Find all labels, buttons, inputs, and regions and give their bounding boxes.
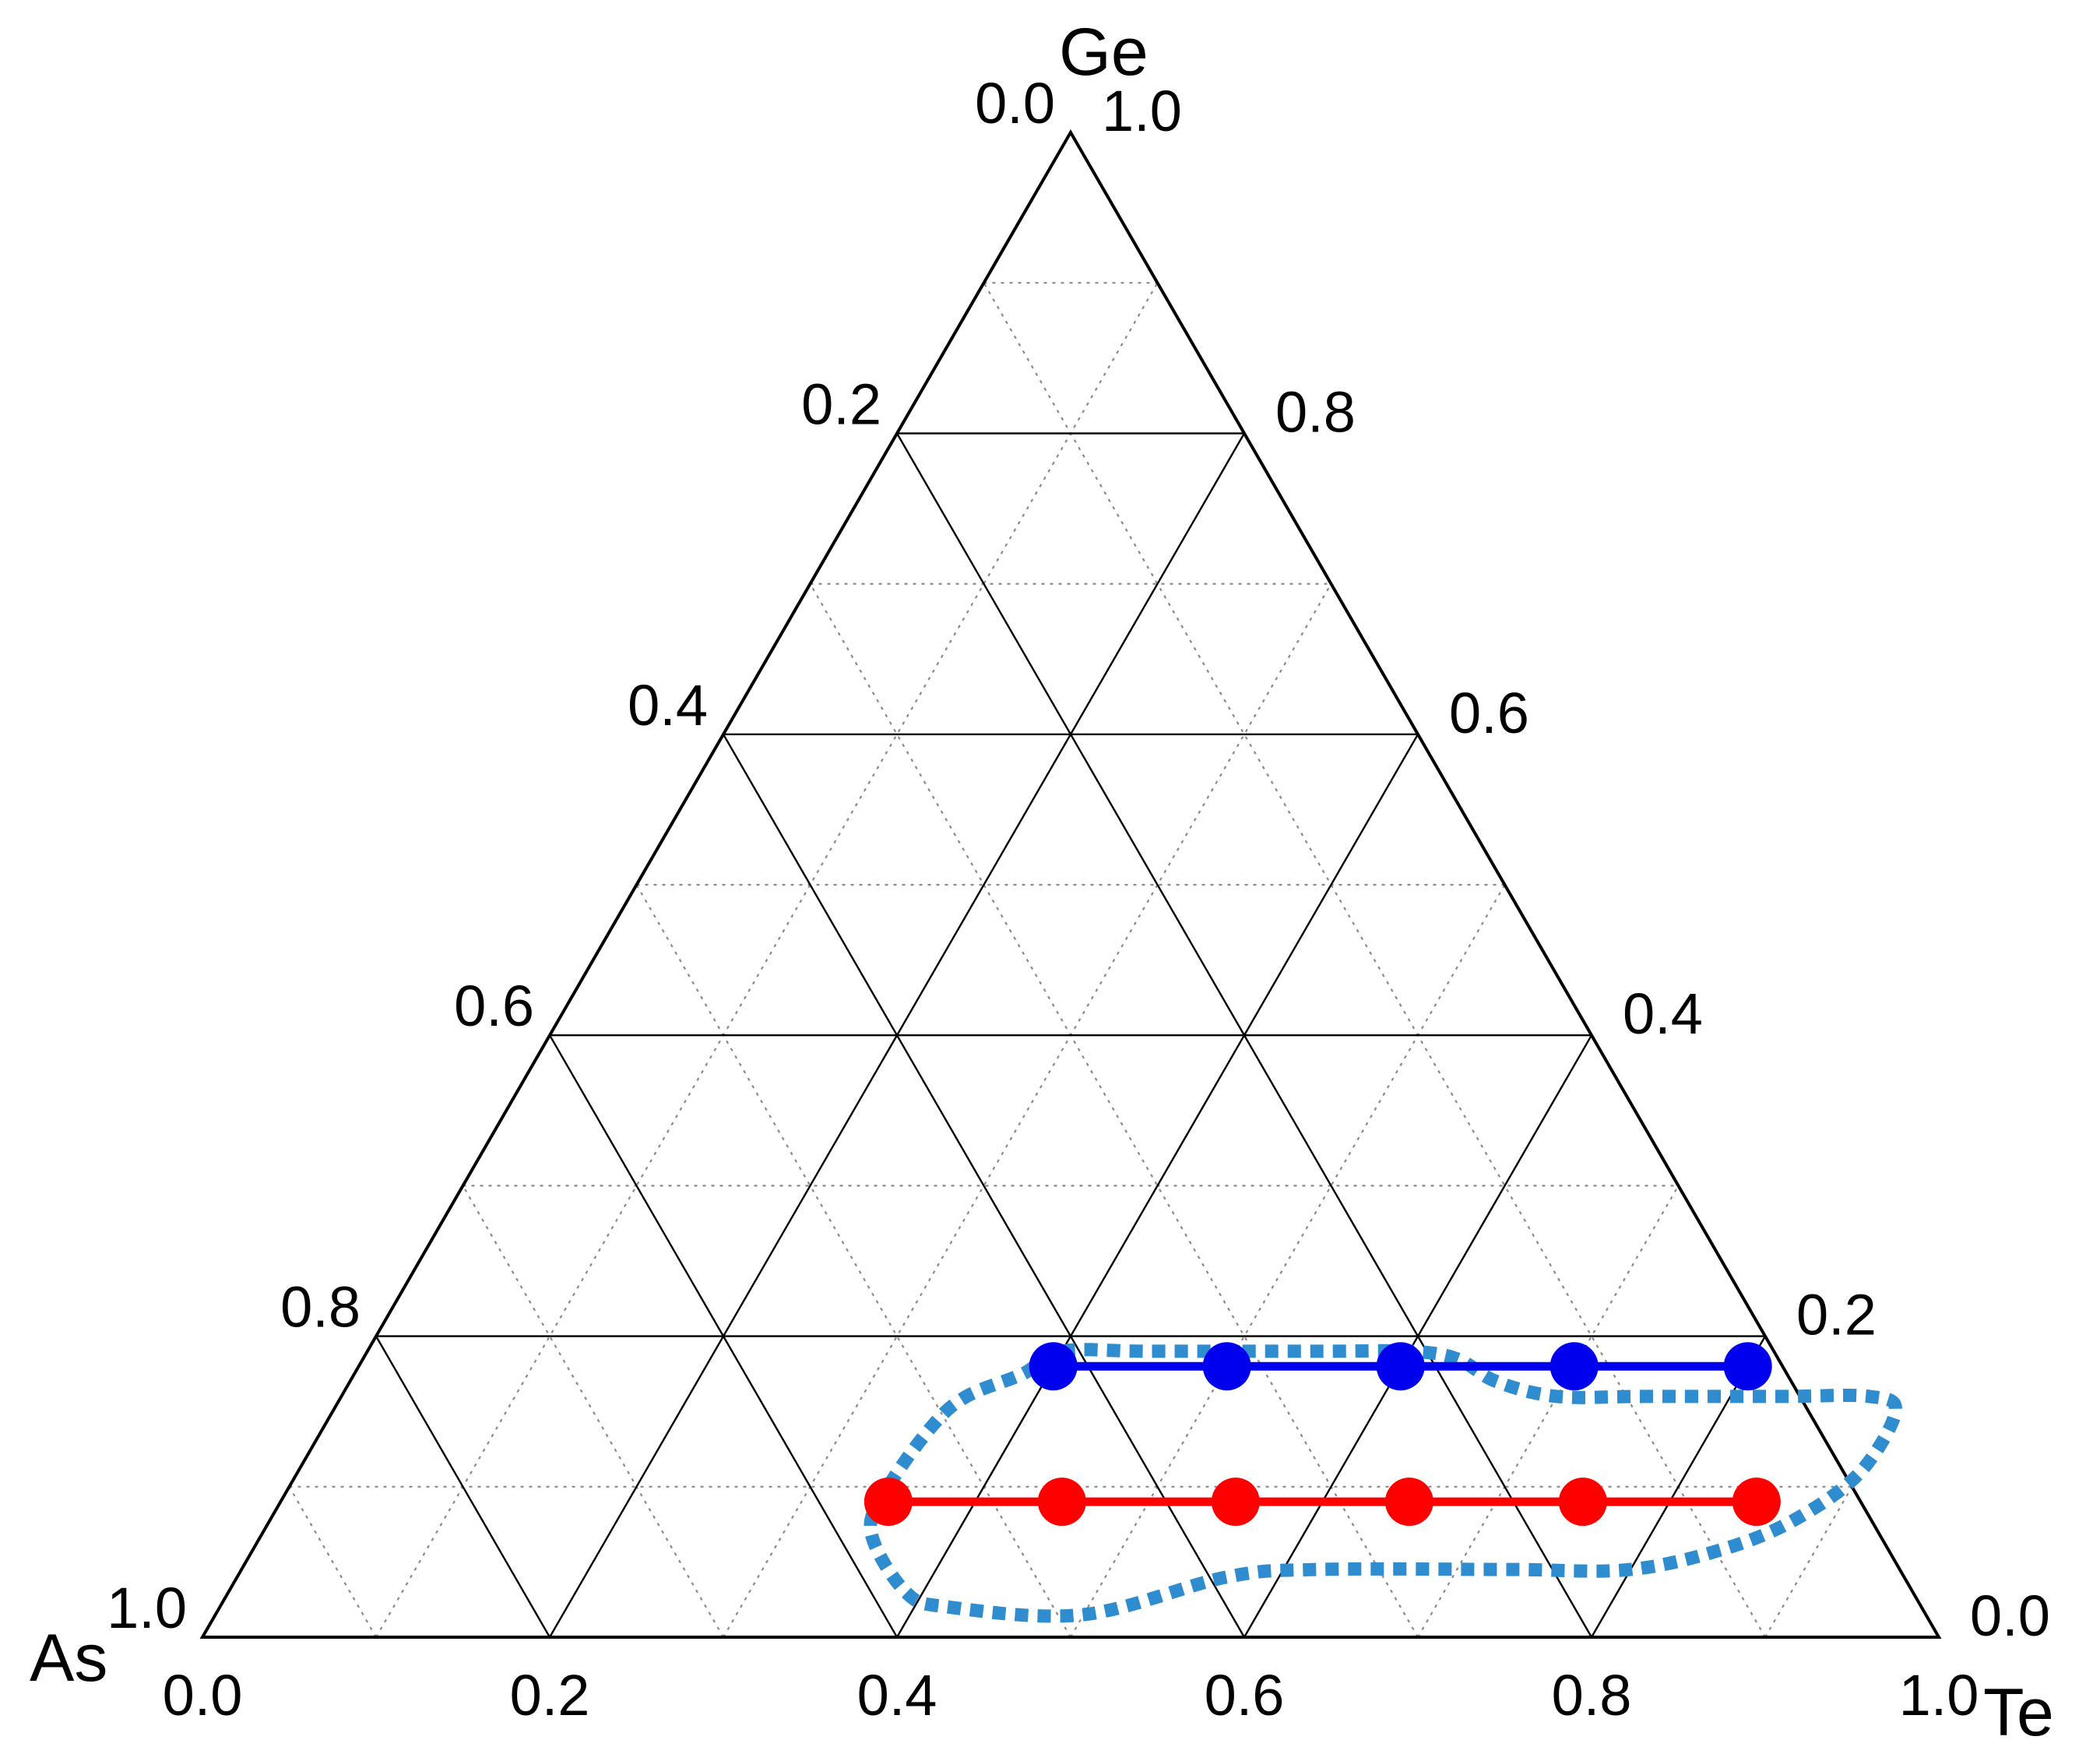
data-point: [1723, 1342, 1772, 1391]
grid-major-line: [722, 734, 1246, 1638]
left-tick-label: 0.0: [975, 71, 1055, 136]
right-tick-label: 0.8: [1275, 379, 1356, 444]
bottom-tick-label: 1.0: [1899, 1663, 1979, 1728]
triangle-frame: [199, 129, 1942, 1639]
data-point: [1202, 1342, 1251, 1391]
data-point: [1558, 1478, 1607, 1527]
grid-minor-line: [462, 1185, 724, 1638]
data-point: [1549, 1342, 1599, 1391]
bottom-tick-label: 0.4: [857, 1663, 937, 1728]
vertex-label-left: As: [30, 1621, 107, 1696]
left-tick-label: 1.0: [107, 1576, 187, 1640]
data-point: [1376, 1342, 1425, 1391]
right-tick-label: 0.6: [1449, 681, 1529, 745]
bottom-tick-label: 0.6: [1205, 1663, 1285, 1728]
grid-major-line: [375, 1336, 551, 1638]
grid-major-line: [895, 734, 1419, 1638]
left-tick-label: 0.8: [280, 1275, 361, 1340]
bottom-tick-label: 0.8: [1552, 1663, 1632, 1728]
composition-region-outline: [864, 1343, 1902, 1623]
grid-major-line: [548, 1034, 899, 1638]
series-2: [864, 1478, 1781, 1527]
grid-minor-line: [288, 1486, 377, 1638]
right-tick-label: 0.2: [1796, 1283, 1877, 1347]
data-point: [1029, 1342, 1078, 1391]
data-point: [1384, 1478, 1433, 1527]
bottom-tick-label: 0.0: [163, 1663, 243, 1728]
grid-major-line: [895, 432, 1593, 1638]
grid-minor-line: [723, 583, 1332, 1638]
major-grid: [375, 432, 1767, 1638]
data-point: [864, 1478, 913, 1527]
bottom-tick-label: 0.2: [510, 1663, 590, 1728]
data-point: [1037, 1478, 1086, 1527]
tick-labels: 0.0 0.2 0.4 0.6 0.8 1.0 0.0 0.2 0.4 0.6 0.8 1.0 0.0 0…: [107, 71, 2050, 1728]
data-point: [1211, 1478, 1260, 1527]
vertex-label-right: Te: [1983, 1675, 2054, 1750]
series-1: [1029, 1342, 1772, 1391]
grid-minor-line: [1070, 884, 1506, 1638]
left-tick-label: 0.6: [454, 974, 534, 1038]
right-tick-label: 0.0: [1970, 1583, 2050, 1648]
vertex-label-top: Ge: [1059, 15, 1148, 90]
right-tick-label: 1.0: [1102, 79, 1182, 143]
right-tick-label: 0.4: [1623, 981, 1703, 1046]
left-tick-label: 0.2: [801, 372, 881, 436]
grid-minor-line: [809, 583, 1419, 1638]
grid-minor-line: [1764, 1486, 1853, 1638]
data-point: [1732, 1478, 1781, 1527]
grid-minor-line: [1417, 1185, 1680, 1638]
series-layer: [864, 1342, 1781, 1527]
minor-grid: [288, 282, 1853, 1638]
grid-minor-line: [375, 282, 1159, 1638]
left-tick-label: 0.4: [628, 673, 708, 738]
grid-minor-line: [635, 884, 1071, 1638]
grid-minor-line: [983, 282, 1766, 1638]
